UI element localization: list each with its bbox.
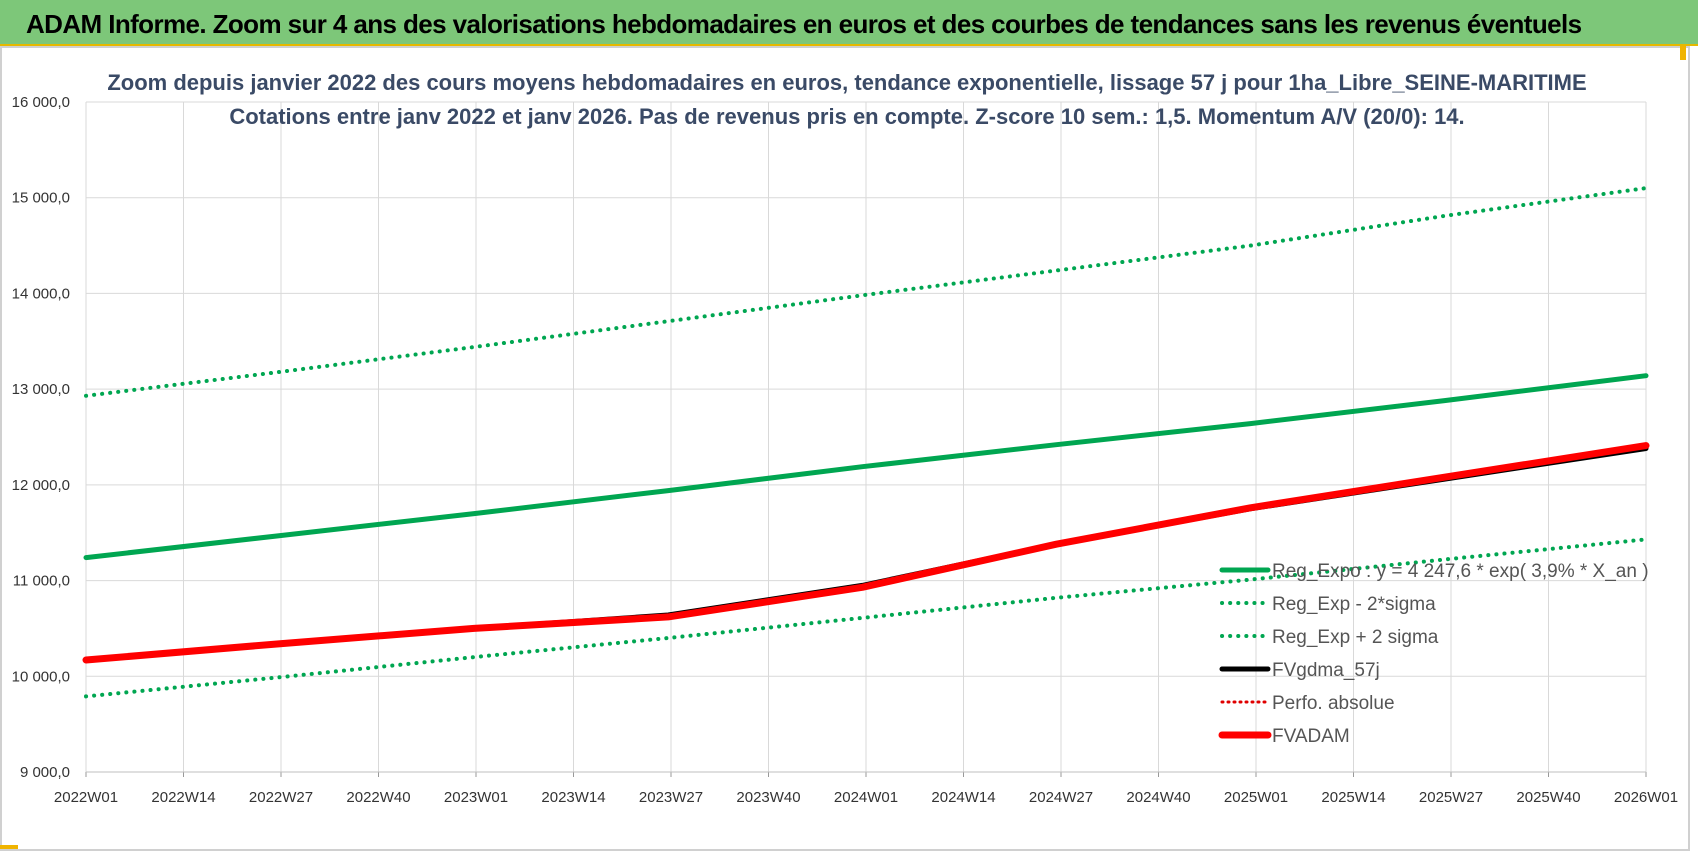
x-tick-label: 2024W14: [931, 789, 995, 806]
y-tick-label: 12 000,0: [12, 477, 70, 494]
x-tick-label: 2025W27: [1419, 789, 1483, 806]
x-tick-label: 2023W01: [444, 789, 508, 806]
legend-label: Reg_Exp - 2*sigma: [1272, 594, 1436, 615]
y-tick-label: 15 000,0: [12, 190, 70, 207]
legend-label: Reg_Exp + 2 sigma: [1272, 627, 1439, 648]
y-axis: 9 000,0 10 000,0 11 000,0 12 000,0 13 000,0 1…: [12, 94, 70, 781]
x-tick-label: 2024W27: [1029, 789, 1093, 806]
x-tick-label: 2022W01: [54, 789, 118, 806]
frame-corner-top-right: [1680, 46, 1686, 60]
x-tick-label: 2025W40: [1516, 789, 1580, 806]
y-tick-label: 13 000,0: [12, 381, 70, 398]
chart-frame: [0, 46, 1690, 851]
legend-label: Perfo. absolue: [1272, 693, 1395, 714]
x-axis: 2022W01 2022W14 2022W27 2022W40 2023W01 2023W…: [54, 771, 1678, 806]
y-tick-label: 16 000,0: [12, 94, 70, 111]
y-tick-label: 11 000,0: [13, 573, 70, 590]
header-title: ADAM Informe. Zoom sur 4 ans des valoris…: [26, 9, 1582, 39]
series-line-5: [82, 442, 1650, 664]
chart-title: Zoom depuis janvier 2022 des cours moyen…: [107, 70, 1586, 95]
series-lines: [82, 186, 1650, 699]
x-tick-label: 2022W14: [151, 789, 215, 806]
y-tick-label: 14 000,0: [12, 285, 70, 302]
series-line-0: [83, 373, 1649, 561]
x-tick-label: 2024W01: [834, 789, 898, 806]
chart-subtitle: Cotations entre janv 2022 et janv 2026. …: [229, 104, 1464, 129]
x-tick-label: 2026W01: [1614, 789, 1678, 806]
header-banner: ADAM Informe. Zoom sur 4 ans des valoris…: [0, 0, 1698, 46]
x-tick-label: 2023W27: [639, 789, 703, 806]
legend: Reg_Expo : y = 4 247,6 * exp( 3,9% * X_a…: [1218, 561, 1649, 747]
series-line-2: [84, 186, 1648, 398]
x-tick-label: 2024W40: [1126, 789, 1190, 806]
legend-label: FVgdma_57j: [1272, 660, 1380, 681]
frame-corner-bottom-left: [0, 845, 18, 849]
y-tick-label: 10 000,0: [12, 668, 70, 685]
legend-label: Reg_Expo : y = 4 247,6 * exp( 3,9% * X_a…: [1272, 561, 1649, 582]
x-tick-label: 2025W14: [1321, 789, 1385, 806]
legend-label: FVADAM: [1272, 726, 1350, 747]
series-line-1: [84, 537, 1648, 699]
y-tick-label: 9 000,0: [20, 764, 70, 781]
x-tick-label: 2022W27: [249, 789, 313, 806]
x-tick-label: 2025W01: [1224, 789, 1288, 806]
x-tick-label: 2023W40: [736, 789, 800, 806]
x-tick-label: 2022W40: [346, 789, 410, 806]
x-tick-label: 2023W14: [541, 789, 605, 806]
